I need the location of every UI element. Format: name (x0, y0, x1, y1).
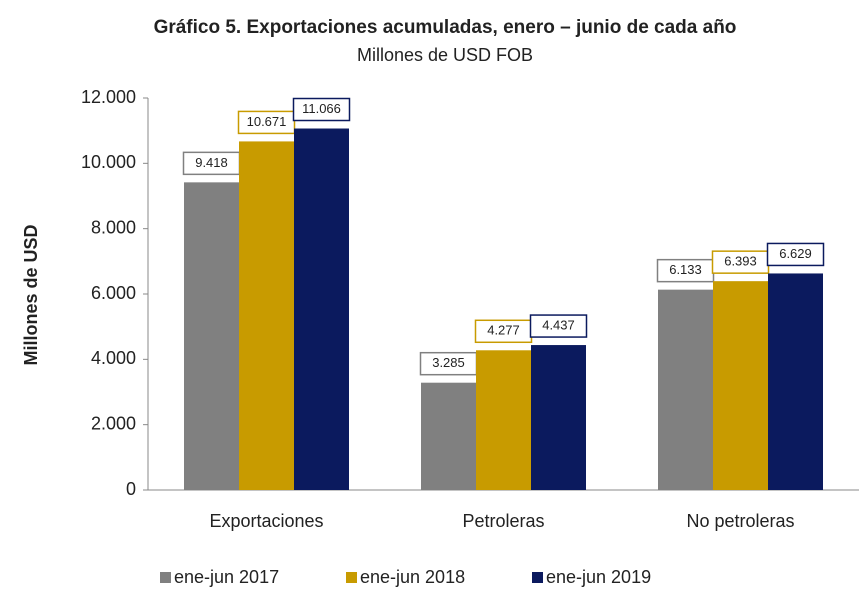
bar (768, 273, 823, 490)
bar (531, 345, 586, 490)
value-label-box (766, 242, 825, 267)
value-label: 10.671 (247, 114, 287, 129)
x-tick-label: Exportaciones (209, 511, 323, 531)
legend-swatch (160, 572, 171, 583)
value-label: 11.066 (302, 101, 341, 116)
y-tick-label: 10.000 (81, 152, 136, 172)
bar (239, 141, 294, 490)
bar (294, 128, 349, 490)
value-label-box (529, 314, 588, 338)
y-tick-label: 8.000 (91, 217, 136, 237)
y-tick-label: 4.000 (91, 348, 136, 368)
y-tick-label: 2.000 (91, 413, 136, 433)
legend-label: ene-jun 2019 (546, 567, 651, 587)
bar (476, 350, 531, 490)
value-label-box (292, 97, 351, 122)
bar (421, 382, 476, 490)
y-axis-label: Millones de USD (21, 224, 41, 365)
value-label: 4.277 (487, 323, 520, 338)
y-tick-label: 12.000 (81, 87, 136, 107)
y-tick-label: 6.000 (91, 283, 136, 303)
value-label: 6.629 (779, 246, 812, 261)
x-tick-label: No petroleras (686, 511, 794, 531)
value-label: 6.133 (669, 262, 702, 277)
chart-subtitle: Millones de USD FOB (357, 45, 533, 65)
bar (184, 182, 239, 490)
legend-label: ene-jun 2017 (174, 567, 279, 587)
value-label-box (237, 110, 296, 135)
bar (658, 289, 713, 490)
value-label: 4.437 (542, 317, 575, 332)
value-label: 9.418 (195, 155, 228, 170)
legend-label: ene-jun 2018 (360, 567, 465, 587)
y-tick-label: 0 (126, 479, 136, 499)
value-label: 3.285 (432, 355, 465, 370)
legend-swatch (532, 572, 543, 583)
chart-title: Gráfico 5. Exportaciones acumuladas, ene… (154, 17, 737, 38)
bar (713, 281, 768, 490)
value-label: 6.393 (724, 254, 757, 269)
legend-swatch (346, 572, 357, 583)
x-tick-label: Petroleras (462, 511, 544, 531)
